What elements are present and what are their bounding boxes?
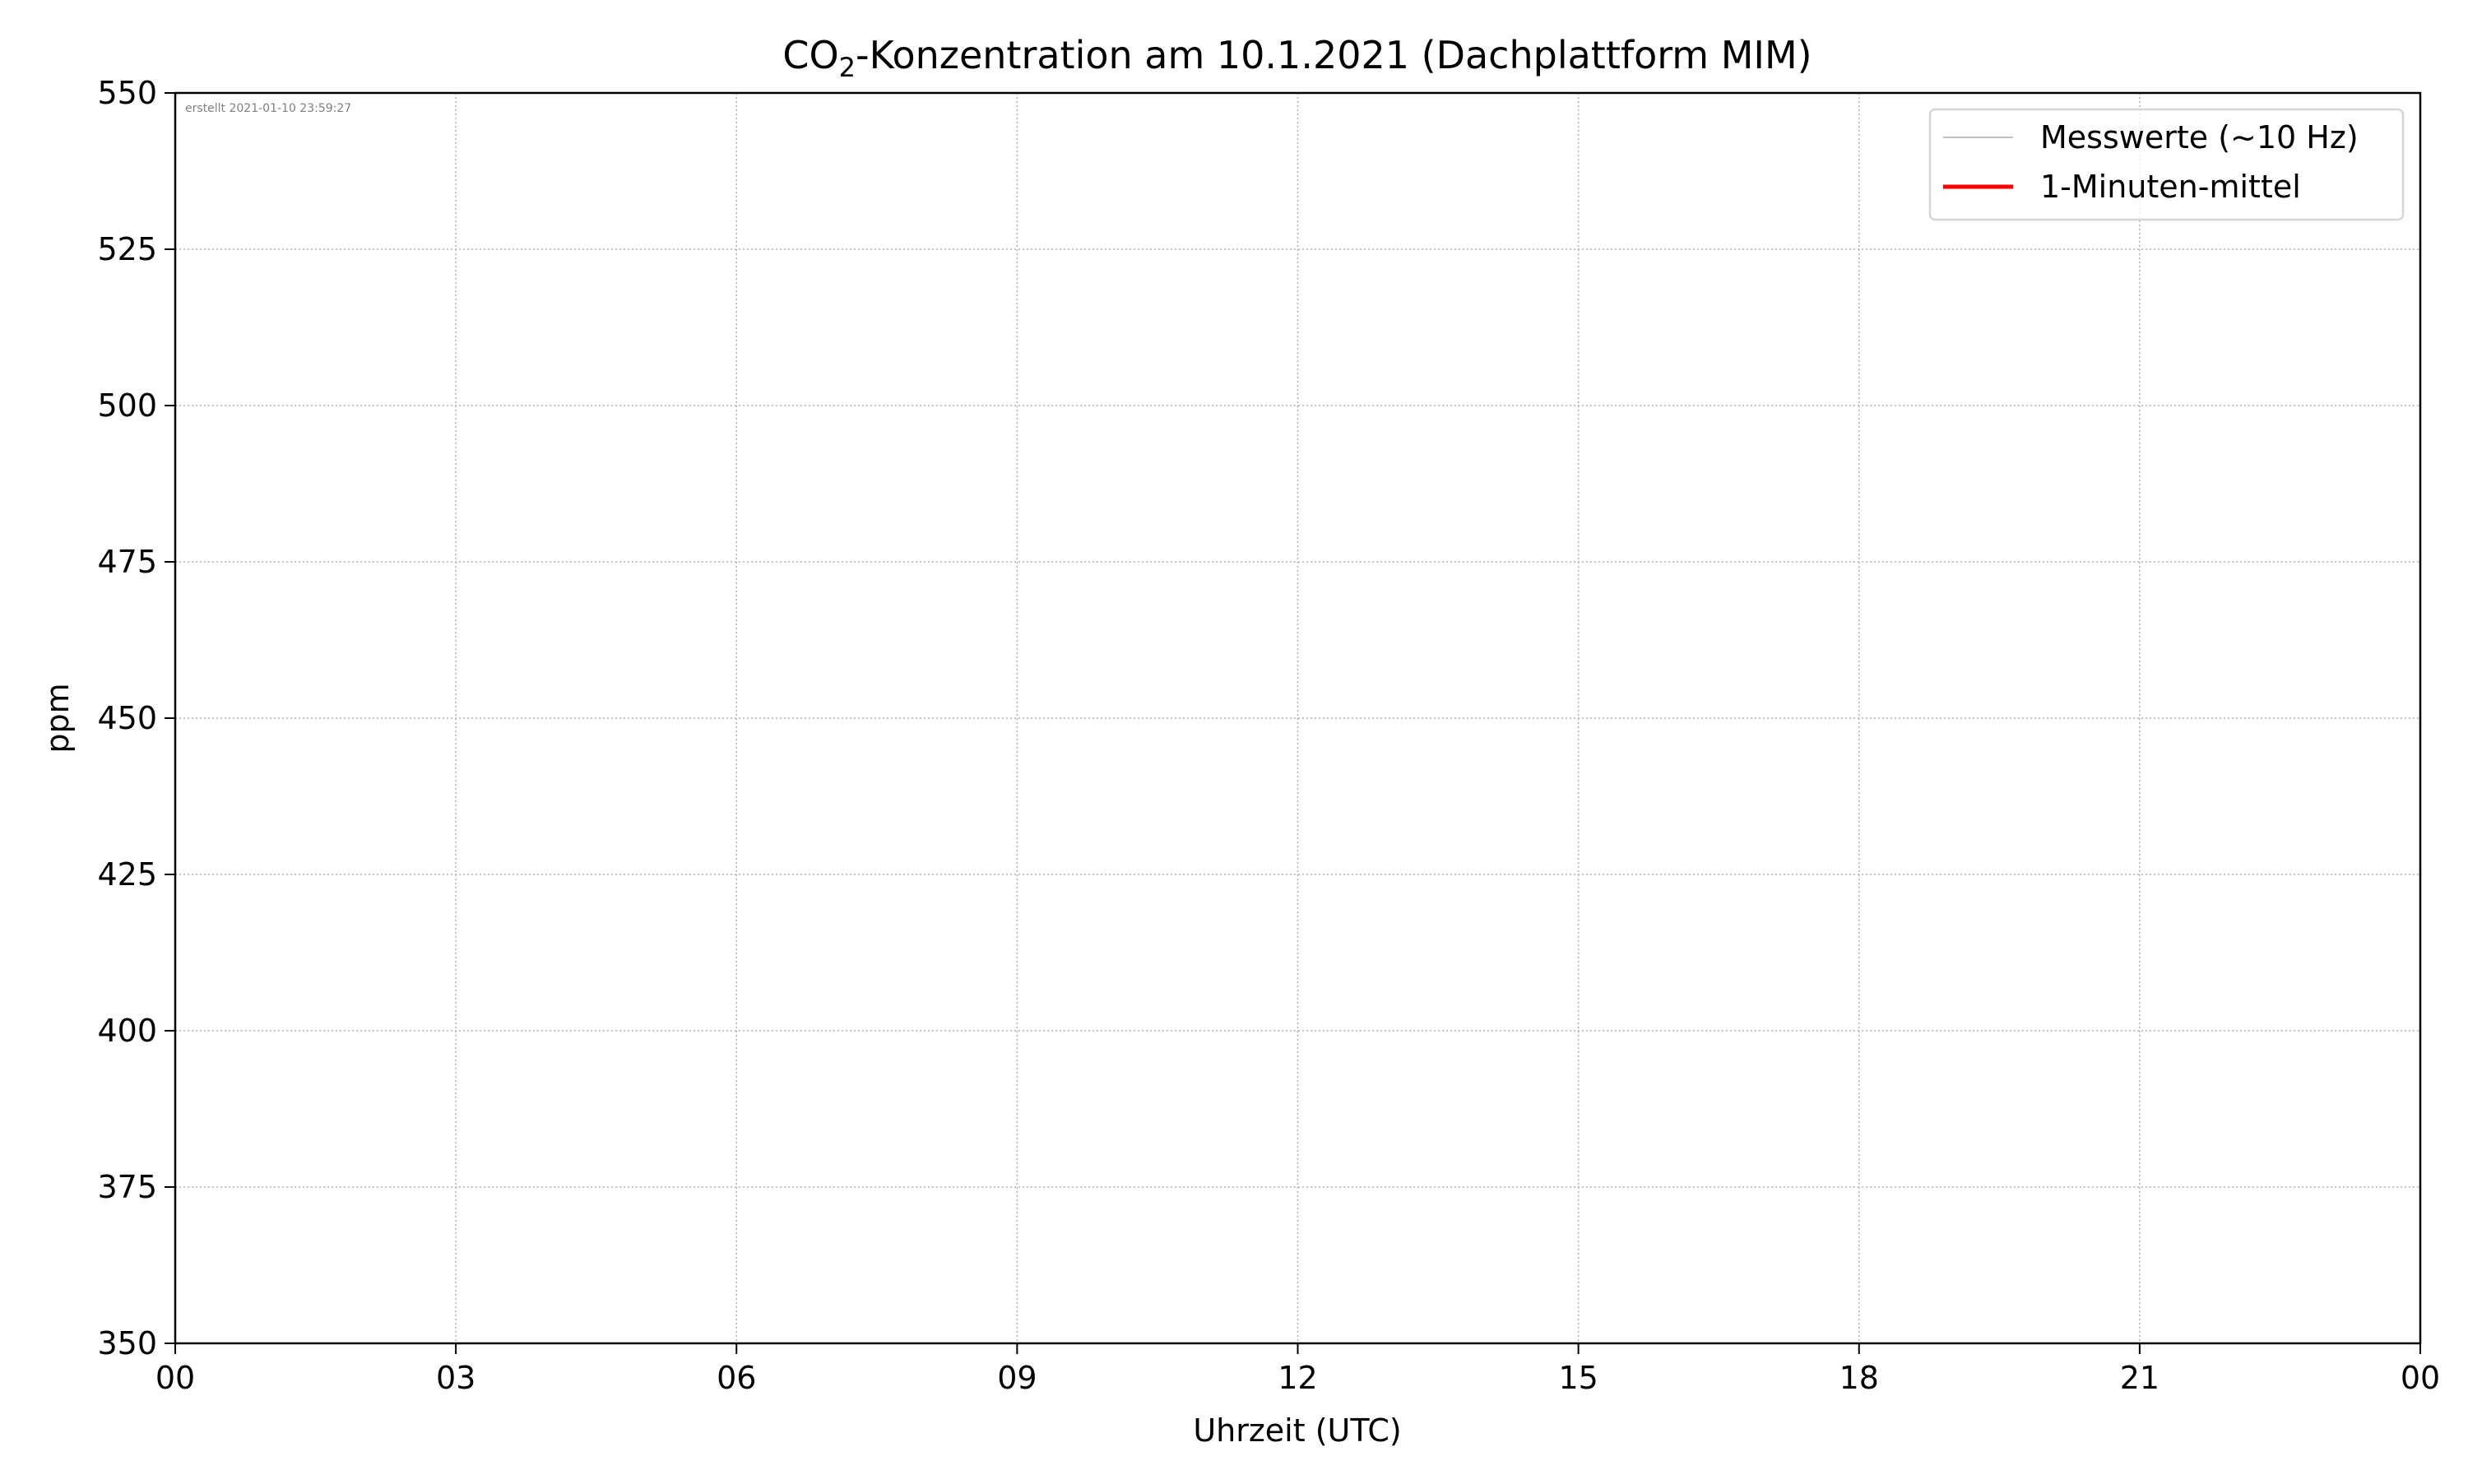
legend-label-1min-mean: 1-Minuten-mittel: [2040, 169, 2301, 205]
legend: Messwerte (~10 Hz) 1-Minuten-mittel: [1928, 108, 2405, 221]
y-tick-label: 400: [97, 1013, 157, 1049]
x-tick-label: 12: [1278, 1360, 1317, 1396]
x-tick-label: 21: [2120, 1360, 2160, 1396]
legend-label-measurements: Messwerte (~10 Hz): [2040, 119, 2359, 155]
y-tick-label: 450: [97, 700, 157, 736]
y-tick-label: 500: [97, 387, 157, 424]
y-tick-label: 475: [97, 544, 157, 580]
legend-box: [1928, 108, 2405, 221]
created-timestamp: erstellt 2021-01-10 23:59:27: [185, 102, 351, 115]
x-tick-label: 15: [1558, 1360, 1598, 1396]
x-tick-label: 18: [1839, 1360, 1879, 1396]
ticks: 00 03 06 09 12 15 18 21 003503754004254504755005…: [97, 75, 2440, 1396]
x-axis-label: Uhrzeit (UTC): [1193, 1412, 1401, 1449]
x-tick-label: 00: [2401, 1360, 2440, 1396]
x-tick-label: 00: [155, 1360, 195, 1396]
y-tick-label: 375: [97, 1169, 157, 1205]
x-tick-label: 09: [997, 1360, 1037, 1396]
chart-title: CO2-Konzentration am 10.1.2021 (Dachplat…: [782, 33, 1812, 83]
x-tick-label: 03: [436, 1360, 476, 1396]
y-tick-label: 550: [97, 75, 157, 111]
y-tick-label: 350: [97, 1325, 157, 1361]
y-tick-label: 525: [97, 231, 157, 267]
x-tick-label: 06: [717, 1360, 756, 1396]
y-axis-label: ppm: [39, 683, 76, 753]
y-tick-label: 425: [97, 856, 157, 893]
